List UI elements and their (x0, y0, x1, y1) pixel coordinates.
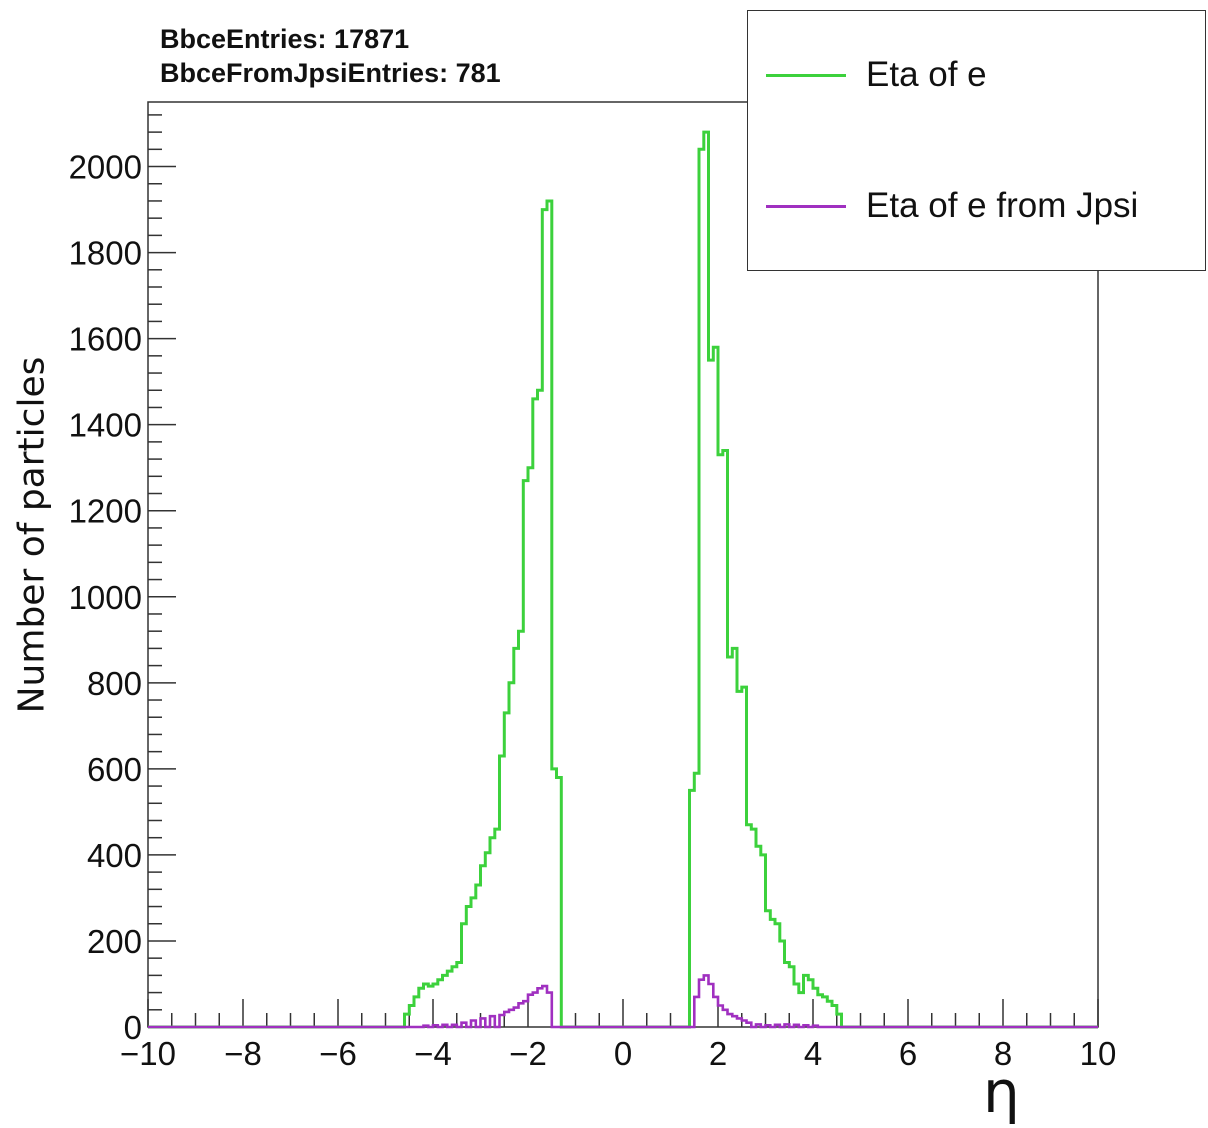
x-axis-label: η (983, 1058, 1020, 1126)
y-tick-label: 200 (87, 923, 142, 960)
y-axis-label: Number of particles (11, 356, 53, 714)
y-tick-label: 1000 (69, 579, 142, 616)
y-tick-label: 1200 (69, 493, 142, 530)
legend: Eta of e Eta of e from Jpsi (747, 10, 1206, 271)
legend-label-eta-e: Eta of e (866, 55, 987, 94)
y-tick-label: 2000 (69, 149, 142, 186)
x-tick-label: 8 (994, 1035, 1012, 1072)
series-eta-e-jpsi (148, 974, 1098, 1029)
x-tick-label: −6 (319, 1035, 357, 1072)
x-tick-label: −2 (509, 1035, 547, 1072)
y-tick-label: 1600 (69, 321, 142, 358)
axes: 0 200 400 600 800 1000 1200 1400 1600 1800 2000 −10… (69, 101, 1117, 1072)
legend-entry-eta-e-jpsi: Eta of e from Jpsi (766, 186, 1138, 226)
x-tick-label: 2 (709, 1035, 727, 1072)
legend-swatch-green (766, 73, 846, 77)
series-layer (148, 130, 1098, 1029)
x-tick-label: 6 (899, 1035, 917, 1072)
stats-jpsi-entries: BbceFromJpsiEntries: 781 (160, 58, 501, 88)
y-tick-label: 0 (124, 1009, 142, 1046)
legend-label-eta-e-jpsi: Eta of e from Jpsi (866, 186, 1139, 225)
x-tick-label: −4 (414, 1035, 452, 1072)
x-tick-label: 10 (1080, 1035, 1117, 1072)
y-tick-label: 1800 (69, 235, 142, 272)
y-tick-label: 400 (87, 837, 142, 874)
x-tick-label: −8 (224, 1035, 262, 1072)
legend-swatch-purple (766, 204, 846, 208)
x-tick-label: −10 (120, 1035, 176, 1072)
stats-entries: BbceEntries: 17871 (160, 24, 410, 54)
x-tick-label: 0 (614, 1035, 632, 1072)
legend-entry-eta-e: Eta of e (766, 55, 987, 95)
y-tick-label: 1400 (69, 407, 142, 444)
x-tick-label: 4 (804, 1035, 822, 1072)
y-tick-label: 800 (87, 665, 142, 702)
y-tick-label: 600 (87, 751, 142, 788)
